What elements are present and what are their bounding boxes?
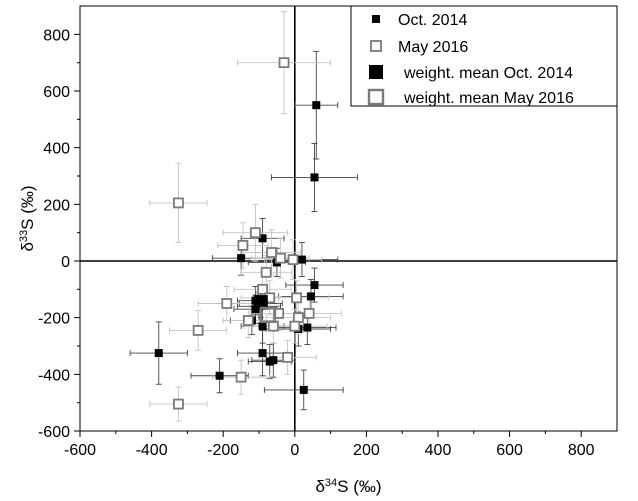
y-axis-title-rest: S (‰): [18, 185, 37, 229]
x-tick-label: -400: [136, 442, 168, 459]
legend-marker-may2016: [370, 40, 382, 52]
data-point-oct2014: [258, 234, 267, 243]
error-bars: [129, 11, 358, 422]
legend-label: May 2016: [398, 39, 468, 56]
y-axis-title: δ33S (‰): [18, 185, 37, 251]
data-point-may2016: [278, 57, 290, 69]
x-tick-label: 400: [425, 442, 452, 459]
data-point-oct2014: [154, 349, 163, 358]
data-point-oct2014: [258, 322, 267, 331]
weighted-mean-may2016: [259, 306, 277, 324]
data-point-oct2014: [258, 349, 267, 358]
data-point-may2016: [237, 240, 249, 251]
data-point-oct2014: [310, 173, 319, 182]
y-tick-label: 400: [43, 141, 70, 158]
legend-box: [350, 5, 618, 107]
data-point-oct2014: [299, 385, 308, 394]
plot-area-frame: [79, 5, 618, 432]
x-tick-label: -200: [207, 442, 239, 459]
data-point-may2016: [282, 351, 294, 363]
data-point-oct2014: [306, 292, 315, 301]
x-axis-title: δ34S (‰): [315, 477, 381, 496]
data-point-oct2014: [251, 305, 260, 314]
legend: Oct. 2014 May 2016 weight. mean Oct. 2014 w…: [350, 5, 618, 107]
x-tick-label: 200: [353, 442, 380, 459]
x-tick-label: 600: [496, 442, 523, 459]
legend-marker-oct2014: [372, 15, 380, 23]
y-tick-label: -600: [38, 424, 70, 441]
data-point-may2016: [173, 398, 184, 410]
weighted-mean-oct2014: [253, 295, 268, 310]
data-point-may2016: [266, 247, 277, 258]
legend-label: weight. mean May 2016: [403, 90, 574, 107]
data-point-may2016: [303, 308, 315, 319]
data-markers: [154, 57, 321, 410]
data-point-may2016: [257, 283, 268, 295]
data-point-may2016: [260, 266, 272, 278]
data-point-oct2014: [237, 254, 246, 263]
y-axis-title-sup: 33: [18, 230, 30, 242]
data-point-oct2014: [215, 371, 224, 380]
data-point-may2016: [173, 197, 184, 209]
y-tick-label: 800: [43, 27, 70, 44]
legend-label: weight. mean Oct. 2014: [403, 65, 573, 82]
data-point-may2016: [275, 252, 286, 264]
x-tick-label: -600: [64, 442, 96, 459]
data-point-may2016: [192, 325, 204, 336]
legend-label: Oct. 2014: [398, 12, 467, 29]
y-tick-label: -400: [38, 367, 70, 384]
legend-marker-mean-oct2014: [369, 65, 383, 79]
y-tick-label: 200: [43, 197, 70, 214]
x-tick-label: 800: [568, 442, 595, 459]
data-point-may2016: [250, 227, 261, 239]
data-point-may2016: [289, 320, 301, 332]
x-tick-label: 0: [290, 442, 299, 459]
y-axis-title-main: δ: [18, 242, 37, 251]
data-point-may2016: [291, 292, 302, 304]
y-tick-label: 600: [43, 84, 70, 101]
data-point-oct2014: [297, 255, 306, 264]
data-point-oct2014: [265, 357, 274, 366]
y-tick-label: 0: [61, 254, 70, 271]
y-tick-label: -200: [38, 311, 70, 328]
axis-ticks: -600 -400 -200 0 200 400 600 800 -600 -400 -200 0 20…: [38, 27, 595, 459]
data-point-oct2014: [310, 281, 319, 290]
data-point-may2016: [287, 254, 299, 265]
data-point-may2016: [242, 315, 254, 326]
data-point-may2016: [235, 371, 247, 383]
legend-marker-mean-may2016: [367, 88, 385, 106]
data-point-oct2014: [312, 101, 321, 110]
data-point-oct2014: [303, 323, 312, 332]
x-axis-title-sup: 34: [325, 477, 337, 489]
x-axis-title-rest: S (‰): [337, 477, 381, 496]
data-point-may2016: [221, 298, 233, 309]
x-axis-title-main: δ: [315, 477, 324, 496]
